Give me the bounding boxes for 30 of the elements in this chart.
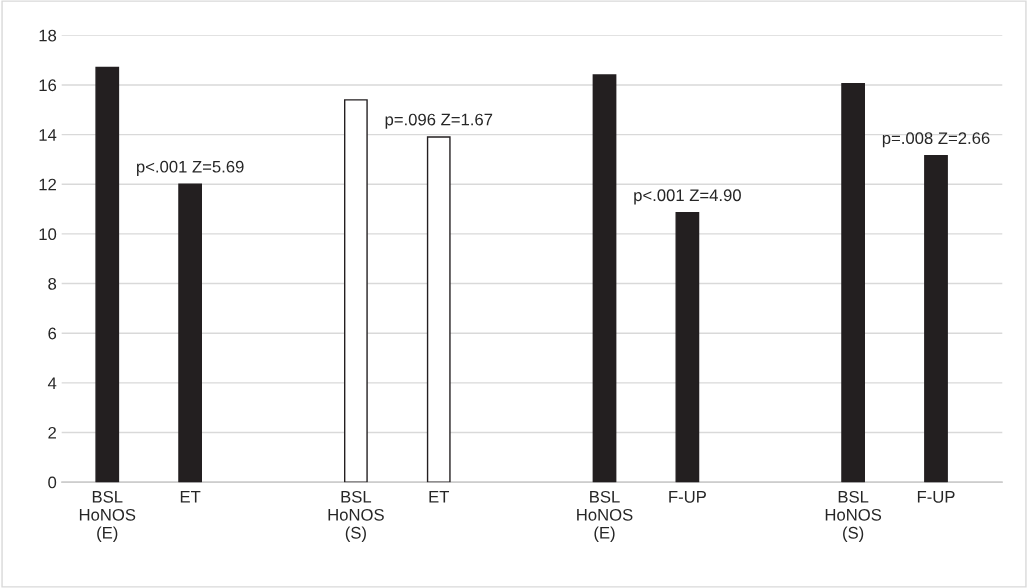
data-label: p<.001 Z=4.90 — [634, 189, 741, 205]
data-label: p<.001 Z=5.69 — [137, 160, 244, 176]
y-tick-label: 2 — [48, 426, 56, 439]
y-tick-label: 14 — [39, 129, 57, 141]
y-tick-label: 8 — [48, 277, 57, 290]
bar — [178, 183, 203, 483]
x-tick-label: F-UP — [917, 491, 955, 503]
x-tick-label: BSL HoNOS (E) — [79, 490, 136, 542]
bar — [343, 99, 368, 483]
x-tick-label: ET — [180, 491, 201, 503]
y-tick-label: 0 — [48, 476, 57, 489]
bar — [426, 136, 451, 483]
y-tick-label: 18 — [39, 29, 57, 42]
y-tick-label: 10 — [39, 228, 57, 241]
bar — [675, 212, 700, 483]
y-tick-label: 6 — [48, 327, 57, 340]
y-tick-label: 4 — [47, 377, 57, 389]
x-tick-label: ET — [429, 491, 450, 503]
bar — [95, 66, 120, 483]
y-tick-label: 16 — [39, 79, 57, 92]
data-label: p=.008 Z=2.66 — [882, 132, 990, 148]
x-tick-label: BSL HoNOS (S) — [328, 490, 384, 542]
bar — [924, 154, 948, 483]
x-tick-label: BSL HoNOS (S) — [825, 490, 882, 542]
bar — [592, 74, 617, 483]
data-label: p=.096 Z=1.67 — [385, 113, 493, 129]
x-tick-label: BSL HoNOS (E) — [577, 490, 633, 542]
y-tick-label: 12 — [39, 178, 56, 191]
x-tick-label: F-UP — [669, 491, 706, 503]
bar — [841, 82, 866, 483]
